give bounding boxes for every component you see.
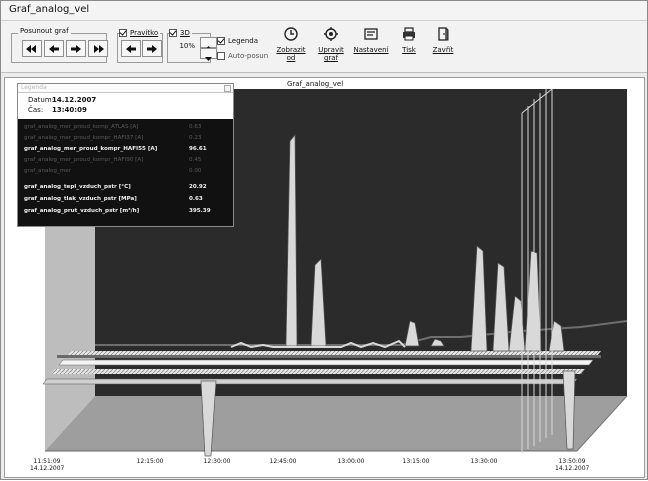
window-title: Graf_analog_vel <box>9 4 90 15</box>
ruler-left-button[interactable] <box>121 40 141 57</box>
settings-label: Nastavení <box>353 46 389 54</box>
pan-left-button[interactable] <box>44 40 64 57</box>
legend-row-name: graf_analog_mer_proud_komp_ATLAS [A] <box>24 124 139 130</box>
legend-row-value: 20.92 <box>189 184 207 190</box>
pan-first-button[interactable] <box>22 40 42 57</box>
show-from-label: Zobrazit od <box>276 46 306 62</box>
three-d-checkbox[interactable]: 3D <box>169 29 192 37</box>
edit-graph-button[interactable]: Upravit graf <box>309 26 353 72</box>
legend-row: graf_analog_prut_vzduch_pstr [m³/h] 395.3… <box>24 207 229 217</box>
legend-info: Datum:14.12.2007 Čas: 13:40:09 <box>18 93 233 119</box>
close-label: Zavřít <box>432 46 454 54</box>
legend-row-name: graf_analog_mer_proud_kompr_HAFI90 [A] <box>24 157 144 163</box>
printer-icon <box>403 27 415 41</box>
legend-row-name: graf_analog_tlak_vzduch_pstr [MPa] <box>24 196 137 202</box>
legend-row-value: 0.63 <box>189 124 202 130</box>
legend-date: Datum:14.12.2007 <box>28 96 97 104</box>
ruler-cursor <box>521 88 553 453</box>
ruler-label: Pravítko <box>130 29 159 37</box>
legend-row-name: graf_analog_mer_proud_kompr_HAFI37 [A] <box>24 135 144 141</box>
floor <box>45 396 627 451</box>
legend-panel[interactable]: Legenda Datum:14.12.2007 Čas: 13:40:09 gr… <box>17 83 234 227</box>
legend-checkbox[interactable]: Legenda <box>217 37 258 45</box>
pan-right-button[interactable] <box>66 40 86 57</box>
legend-row: graf_analog_mer_proud_kompr_HAFI90 [A] 0.… <box>24 156 229 166</box>
legend-rows: graf_analog_mer_proud_komp_ATLAS [A] 0.63… <box>18 119 233 226</box>
x-tick-label: 11:51:09 14.12.2007 <box>30 458 65 472</box>
autopan-checkbox[interactable]: Auto-posun <box>217 52 268 60</box>
legend-close-icon[interactable] <box>224 85 231 92</box>
ruler-right-button[interactable] <box>142 40 162 57</box>
close-button[interactable]: Zavřít <box>421 26 465 72</box>
legend-row-name: graf_analog_mer_proud_kompr_HAFI55 [A] <box>24 146 158 152</box>
autopan-check-box[interactable] <box>217 52 225 60</box>
legend-row-value: 0.63 <box>189 196 203 202</box>
legend-row-name: graf_analog_mer <box>24 168 71 174</box>
ruler-check-box[interactable] <box>119 29 127 37</box>
ruler-checkbox[interactable]: Pravítko <box>119 29 161 37</box>
toolbar: Posunout graf Pravítko 3D <box>1 21 647 73</box>
print-button[interactable]: Tisk <box>387 26 431 72</box>
legend-title: Legenda <box>21 84 47 91</box>
x-tick-label: 13:50:09 14.12.2007 <box>555 458 590 472</box>
close-door-icon <box>438 27 449 41</box>
pan-last-button[interactable] <box>88 40 108 57</box>
three-d-value: 10% <box>179 42 195 50</box>
clock-icon <box>284 27 298 41</box>
edit-graph-label: Upravit graf <box>318 46 344 62</box>
legend-header: Legenda <box>18 84 233 93</box>
settings-icon <box>364 28 378 40</box>
show-from-button[interactable]: Zobrazit od <box>269 26 313 72</box>
legend-row-name: graf_analog_tepl_vzduch_pstr [°C] <box>24 184 131 190</box>
legend-check-box[interactable] <box>217 37 225 45</box>
x-tick-label: 12:15:00 <box>136 458 164 465</box>
settings-button[interactable]: Nastavení <box>349 26 393 72</box>
x-tick-label: 12:45:00 <box>269 458 297 465</box>
legend-row-value: 395.39 <box>189 208 211 214</box>
legend-row-value: 0.00 <box>189 168 202 174</box>
pan-group-label: Posunout graf <box>18 27 71 35</box>
graph-title: Graf_analog_vel <box>287 80 344 88</box>
three-d-spinner[interactable]: 10% <box>173 37 219 61</box>
legend-row: graf_analog_mer_proud_kompr_HAFI37 [A] 0.… <box>24 134 229 144</box>
x-tick-label: 13:30:00 <box>470 458 498 465</box>
legend-row: graf_analog_mer_proud_kompr_HAFI55 [A] 96… <box>24 145 229 155</box>
legend-row: graf_analog_tlak_vzduch_pstr [MPa] 0.63 <box>24 195 229 205</box>
title-bar: Graf_analog_vel <box>1 1 647 21</box>
x-tick-label: 13:15:00 <box>402 458 430 465</box>
three-d-label: 3D <box>180 29 190 37</box>
series-ribbons <box>42 351 601 385</box>
x-tick-label: 12:30:00 <box>203 458 231 465</box>
legend-row-name: graf_analog_prut_vzduch_pstr [m³/h] <box>24 208 140 214</box>
legend-row: graf_analog_tepl_vzduch_pstr [°C] 20.92 <box>24 183 229 193</box>
x-tick-label: 13:00:00 <box>337 458 365 465</box>
spin-down-button[interactable] <box>200 48 217 61</box>
legend-row-value: 96.61 <box>189 146 207 152</box>
series-main <box>200 134 576 457</box>
legend-row-value: 0.45 <box>189 157 202 163</box>
legend-label: Legenda <box>228 37 259 45</box>
print-label: Tisk <box>402 46 416 54</box>
legend-row: graf_analog_mer_proud_komp_ATLAS [A] 0.63 <box>24 123 229 133</box>
gear-graph-icon <box>324 27 338 41</box>
three-d-check-box[interactable] <box>169 29 177 37</box>
autopan-label: Auto-posun <box>228 52 269 60</box>
legend-row-value: 0.23 <box>189 135 202 141</box>
legend-row: graf_analog_mer 0.00 <box>24 167 229 177</box>
legend-time: Čas: 13:40:09 <box>28 106 87 114</box>
